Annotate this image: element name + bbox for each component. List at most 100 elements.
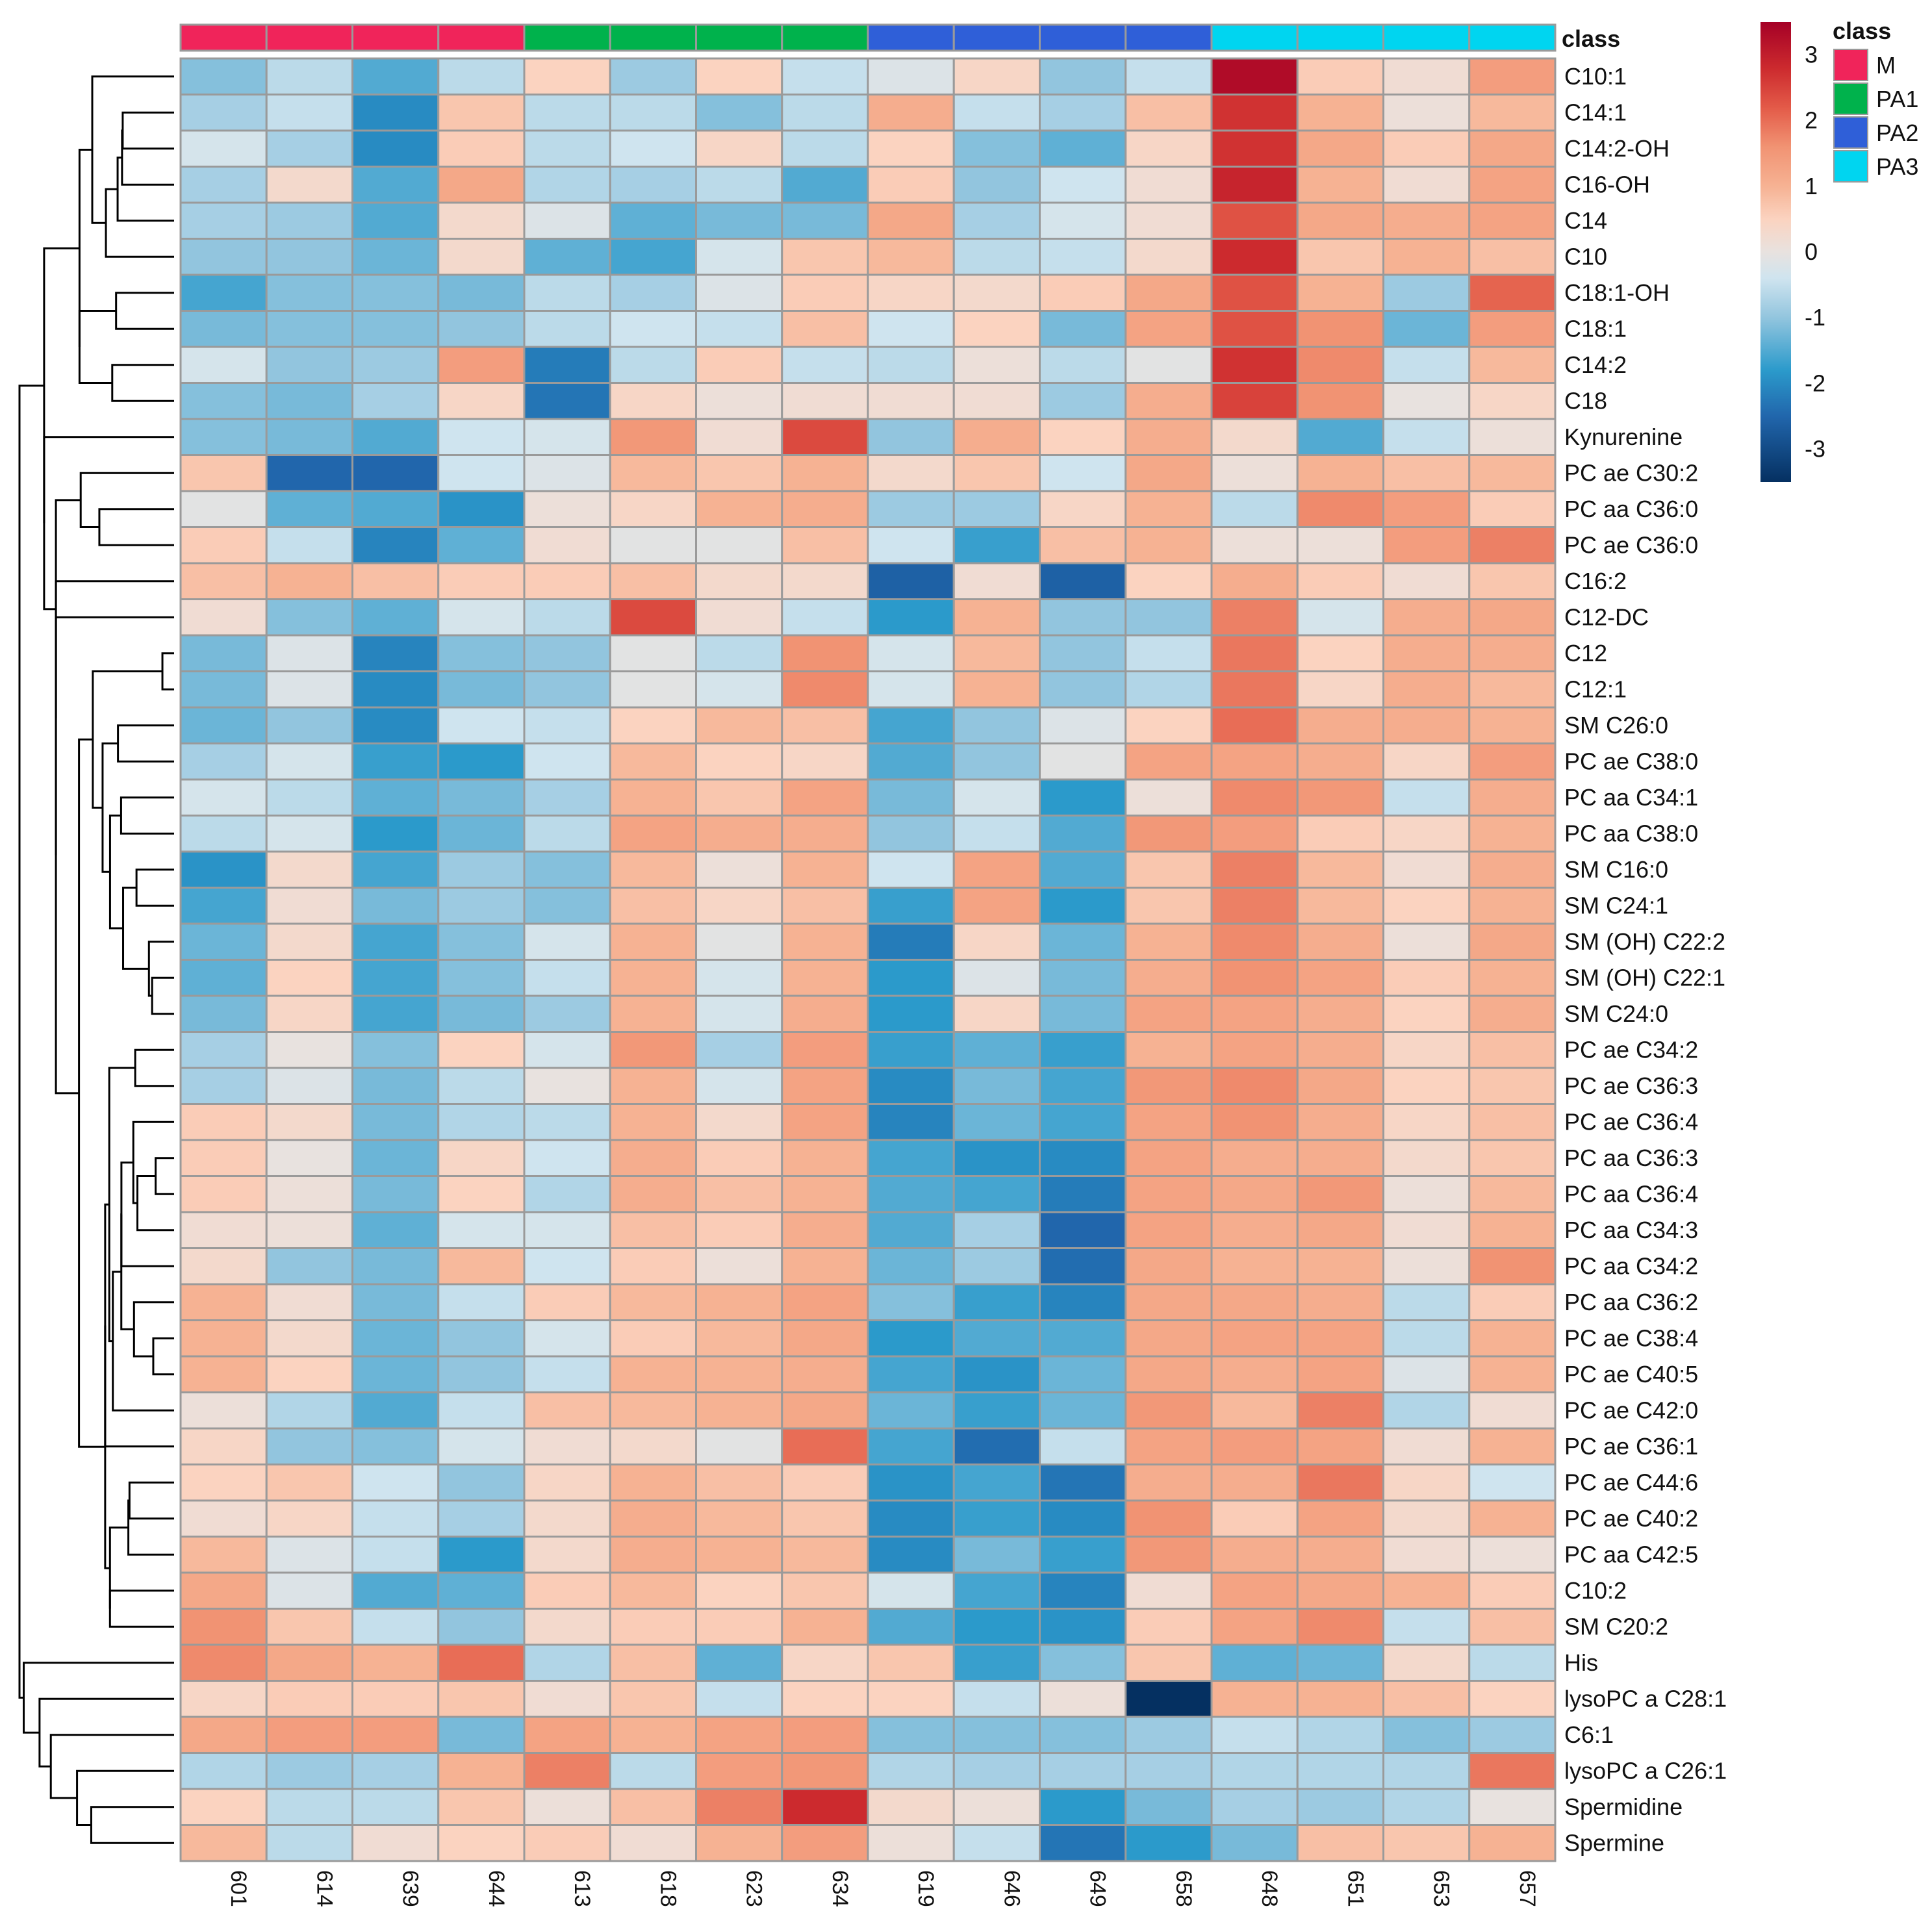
heatmap-cell: [523, 562, 611, 600]
heatmap-cell: [1296, 778, 1384, 817]
heatmap-cell: [781, 1752, 869, 1790]
heatmap-cell: [351, 850, 440, 889]
row-label: His: [1564, 1649, 1598, 1676]
heatmap-cell: [1382, 1139, 1471, 1177]
heatmap-cell: [1125, 526, 1213, 564]
class-legend-label: PA3: [1876, 153, 1918, 180]
heatmap-cell: [1382, 922, 1471, 961]
heatmap-cell: [867, 1211, 955, 1249]
heatmap-cell: [351, 310, 440, 348]
heatmap-cell: [695, 1499, 783, 1538]
heatmap-cell: [437, 454, 526, 492]
heatmap-cell: [1039, 490, 1127, 528]
heatmap-cell: [695, 490, 783, 528]
heatmap-cell: [867, 346, 955, 384]
heatmap-cell: [179, 418, 268, 456]
row-label: SM (OH) C22:1: [1564, 964, 1725, 991]
heatmap-cell: [1125, 922, 1213, 961]
heatmap-cell: [1210, 634, 1299, 672]
heatmap-cell: [1468, 598, 1557, 637]
heatmap-cell: [1468, 1319, 1557, 1358]
heatmap-cell: [351, 129, 440, 168]
heatmap-cell: [1210, 1608, 1299, 1646]
heatmap-cell: [952, 1824, 1041, 1862]
heatmap-cell: [437, 995, 526, 1033]
heatmap-cell: [1468, 1175, 1557, 1213]
heatmap-cell: [1039, 1536, 1127, 1574]
heatmap-cell: [351, 1608, 440, 1646]
heatmap-cell: [523, 1427, 611, 1465]
heatmap-cell: [265, 1139, 353, 1177]
heatmap-cell: [952, 1788, 1041, 1826]
heatmap-cell: [952, 94, 1041, 132]
heatmap-cell: [867, 922, 955, 961]
heatmap-cell: [523, 273, 611, 312]
heatmap-cell: [952, 1067, 1041, 1105]
heatmap-cell: [1296, 1716, 1384, 1754]
row-label: Spermidine: [1564, 1793, 1683, 1820]
heatmap-cell: [523, 815, 611, 853]
heatmap-cell: [351, 706, 440, 744]
heatmap-cell: [179, 454, 268, 492]
heatmap-cell: [1468, 1283, 1557, 1321]
heatmap-cell: [1382, 850, 1471, 889]
heatmap-cell: [1382, 1716, 1471, 1754]
heatmap-cell: [867, 598, 955, 637]
heatmap-cell: [1382, 670, 1471, 709]
heatmap-cell: [265, 1680, 353, 1718]
heatmap-cell: [952, 995, 1041, 1033]
heatmap-cell: [695, 1031, 783, 1069]
color-scale-bar: [1760, 22, 1791, 482]
heatmap-cell: [179, 1788, 268, 1826]
heatmap-cell: [1039, 1788, 1127, 1826]
heatmap-cell: [609, 1680, 697, 1718]
color-scale-tick: 3: [1805, 42, 1818, 68]
heatmap-cell: [1125, 1355, 1213, 1393]
heatmap-cell: [1210, 1680, 1299, 1718]
heatmap-cell: [609, 1139, 697, 1177]
row-label: C16-OH: [1564, 171, 1650, 197]
heatmap-cell: [1468, 1427, 1557, 1465]
heatmap-cell: [1468, 1752, 1557, 1790]
heatmap-cell: [781, 815, 869, 853]
heatmap-cell: [179, 887, 268, 925]
heatmap-cell: [1039, 1716, 1127, 1754]
heatmap-cell: [609, 273, 697, 312]
heatmap-cell: [1468, 634, 1557, 672]
heatmap-cell: [437, 1139, 526, 1177]
heatmap-cell: [867, 1031, 955, 1069]
heatmap-cell: [952, 1355, 1041, 1393]
heatmap-cell: [781, 1608, 869, 1646]
heatmap-cell: [437, 959, 526, 997]
heatmap-cell: [1125, 706, 1213, 744]
heatmap-cell: [867, 887, 955, 925]
row-label: Spermine: [1564, 1829, 1664, 1856]
dendrogram-branch: [43, 247, 80, 524]
heatmap-cell: [437, 57, 526, 95]
heatmap-cell: [351, 1536, 440, 1574]
heatmap-cell: [1468, 1464, 1557, 1502]
heatmap-cell: [523, 238, 611, 276]
heatmap-cell: [265, 1391, 353, 1430]
heatmap-cell: [952, 238, 1041, 276]
dendrogram-branch: [78, 738, 105, 1448]
row-label: PC aa C38:0: [1564, 820, 1698, 846]
heatmap-cell: [437, 1752, 526, 1790]
heatmap-cell: [1296, 850, 1384, 889]
heatmap-cell: [952, 1031, 1041, 1069]
heatmap-cell: [695, 526, 783, 564]
heatmap-cell: [1296, 742, 1384, 781]
heatmap-cell: [1125, 418, 1213, 456]
heatmap-cell: [1039, 1103, 1127, 1141]
heatmap-cell: [351, 1391, 440, 1430]
class-bar-cell: [952, 23, 1041, 52]
heatmap-cell: [1039, 598, 1127, 637]
heatmap-cell: [265, 454, 353, 492]
heatmap-cell: [1125, 742, 1213, 781]
heatmap-cell: [179, 1211, 268, 1249]
heatmap-cell: [1296, 57, 1384, 95]
heatmap-cell: [952, 418, 1041, 456]
heatmap-cell: [1210, 454, 1299, 492]
dendrogram-branch: [105, 188, 174, 258]
heatmap-cell: [437, 1680, 526, 1718]
